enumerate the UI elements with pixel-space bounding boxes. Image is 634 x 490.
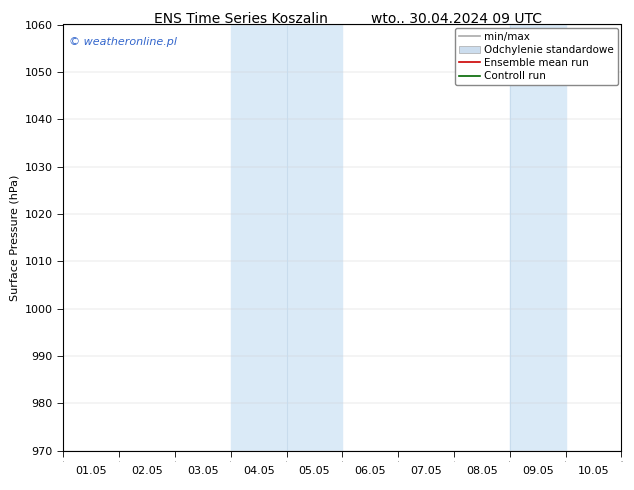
Text: 10.05: 10.05 bbox=[578, 466, 609, 476]
Bar bbox=[231, 24, 342, 451]
Text: ENS Time Series Koszalin: ENS Time Series Koszalin bbox=[154, 12, 328, 26]
Text: 02.05: 02.05 bbox=[131, 466, 163, 476]
Text: 03.05: 03.05 bbox=[187, 466, 219, 476]
Text: 04.05: 04.05 bbox=[243, 466, 275, 476]
Text: 06.05: 06.05 bbox=[354, 466, 386, 476]
Text: 07.05: 07.05 bbox=[410, 466, 442, 476]
Y-axis label: Surface Pressure (hPa): Surface Pressure (hPa) bbox=[10, 174, 19, 301]
Bar bbox=[510, 24, 566, 451]
Legend: min/max, Odchylenie standardowe, Ensemble mean run, Controll run: min/max, Odchylenie standardowe, Ensembl… bbox=[455, 27, 618, 85]
Text: 08.05: 08.05 bbox=[466, 466, 498, 476]
Text: wto.. 30.04.2024 09 UTC: wto.. 30.04.2024 09 UTC bbox=[371, 12, 542, 26]
Text: 01.05: 01.05 bbox=[75, 466, 107, 476]
Text: 05.05: 05.05 bbox=[299, 466, 330, 476]
Text: © weatheronline.pl: © weatheronline.pl bbox=[69, 37, 177, 48]
Text: 09.05: 09.05 bbox=[522, 466, 553, 476]
